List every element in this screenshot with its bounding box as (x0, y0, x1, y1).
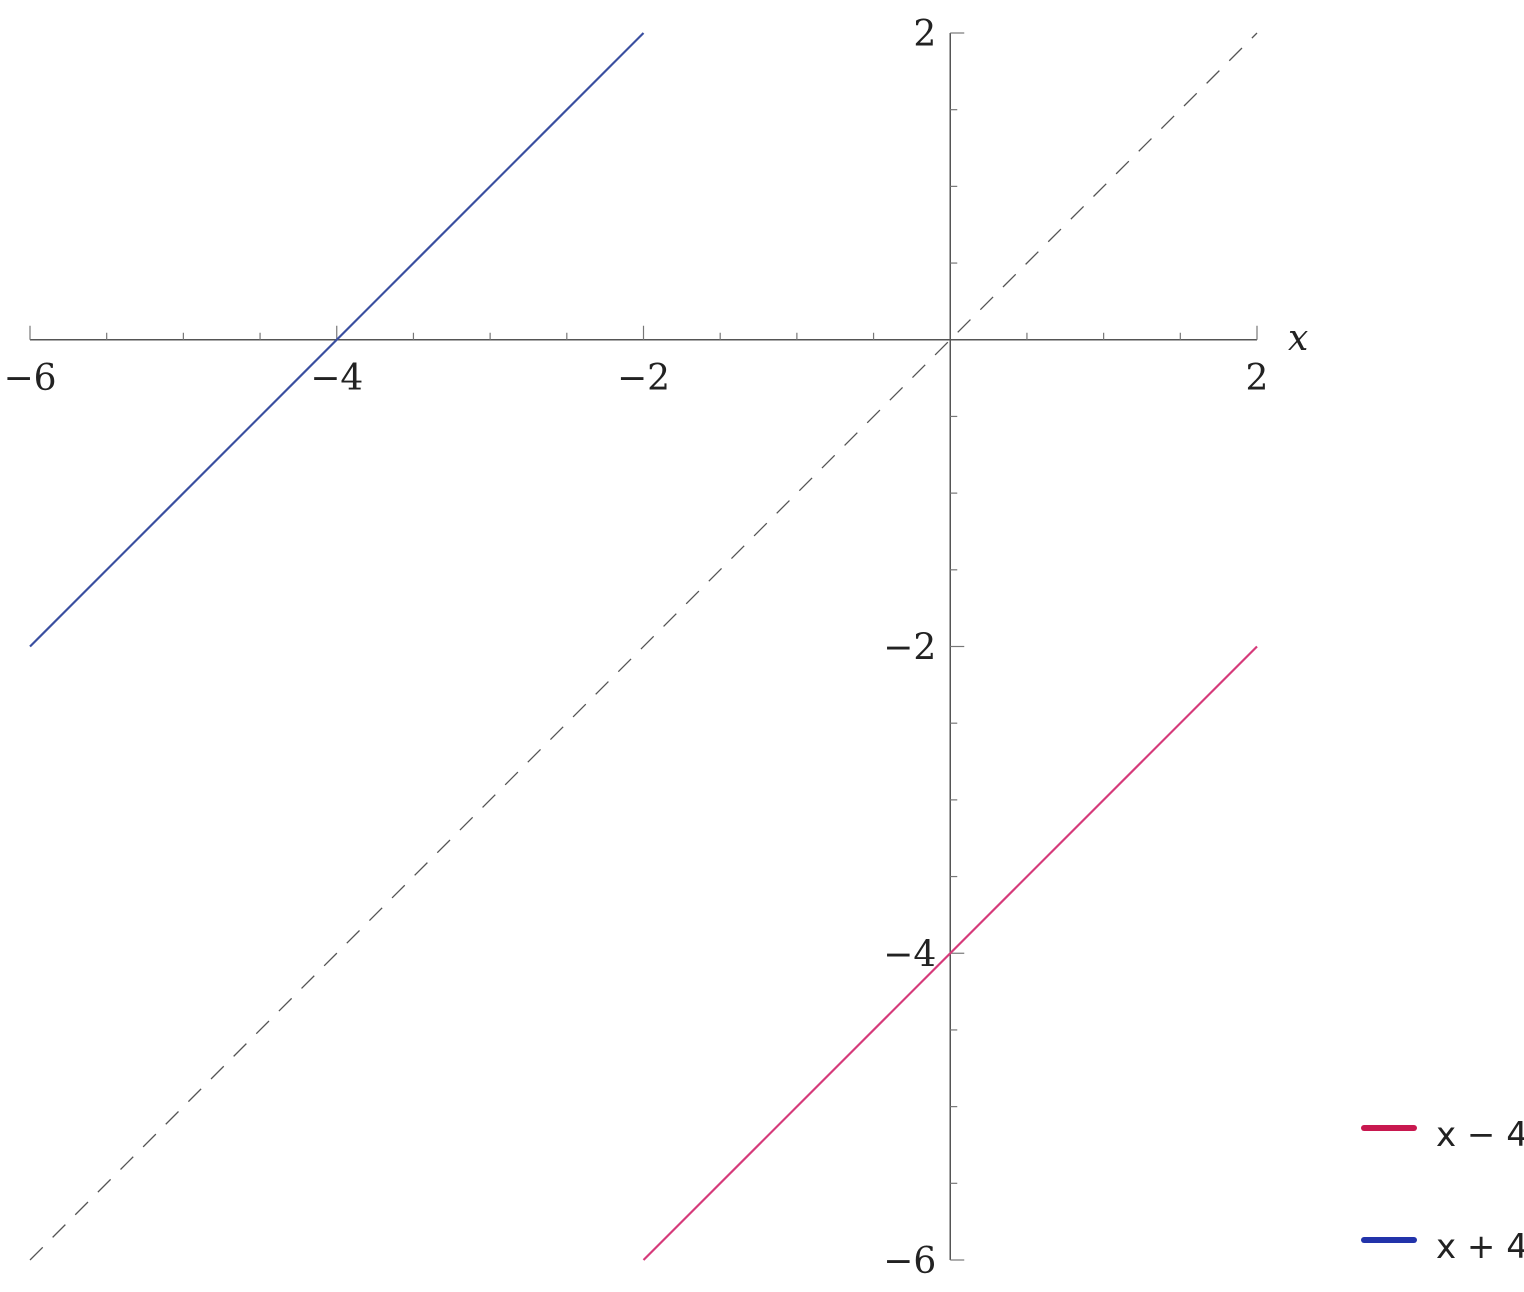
x-tick-label: 2 (1246, 358, 1269, 399)
x-axis-label: x (1288, 318, 1308, 359)
legend: x − 4 x + 4 (1361, 1115, 1524, 1267)
y-tick-label: −4 (883, 934, 936, 975)
legend-label-x-minus-4: x − 4 (1436, 1115, 1524, 1155)
y-tick-label: −6 (883, 1241, 936, 1282)
legend-label-x-plus-4: x + 4 (1436, 1227, 1524, 1267)
reference-line-y-equals-x (29, 32, 1258, 1261)
series-line-1 (29, 32, 645, 648)
x-tick-label: −6 (3, 358, 56, 399)
plot-area (29, 32, 1258, 1261)
y-tick-label: −2 (883, 628, 936, 669)
y-tick-label: 2 (913, 14, 936, 55)
x-tick-label: −2 (617, 358, 670, 399)
x-tick-label: −4 (310, 358, 363, 399)
series-line-0 (642, 645, 1258, 1261)
axes: −6 −4 −2 2 2 −2 −4 −6 (3, 14, 1268, 1282)
